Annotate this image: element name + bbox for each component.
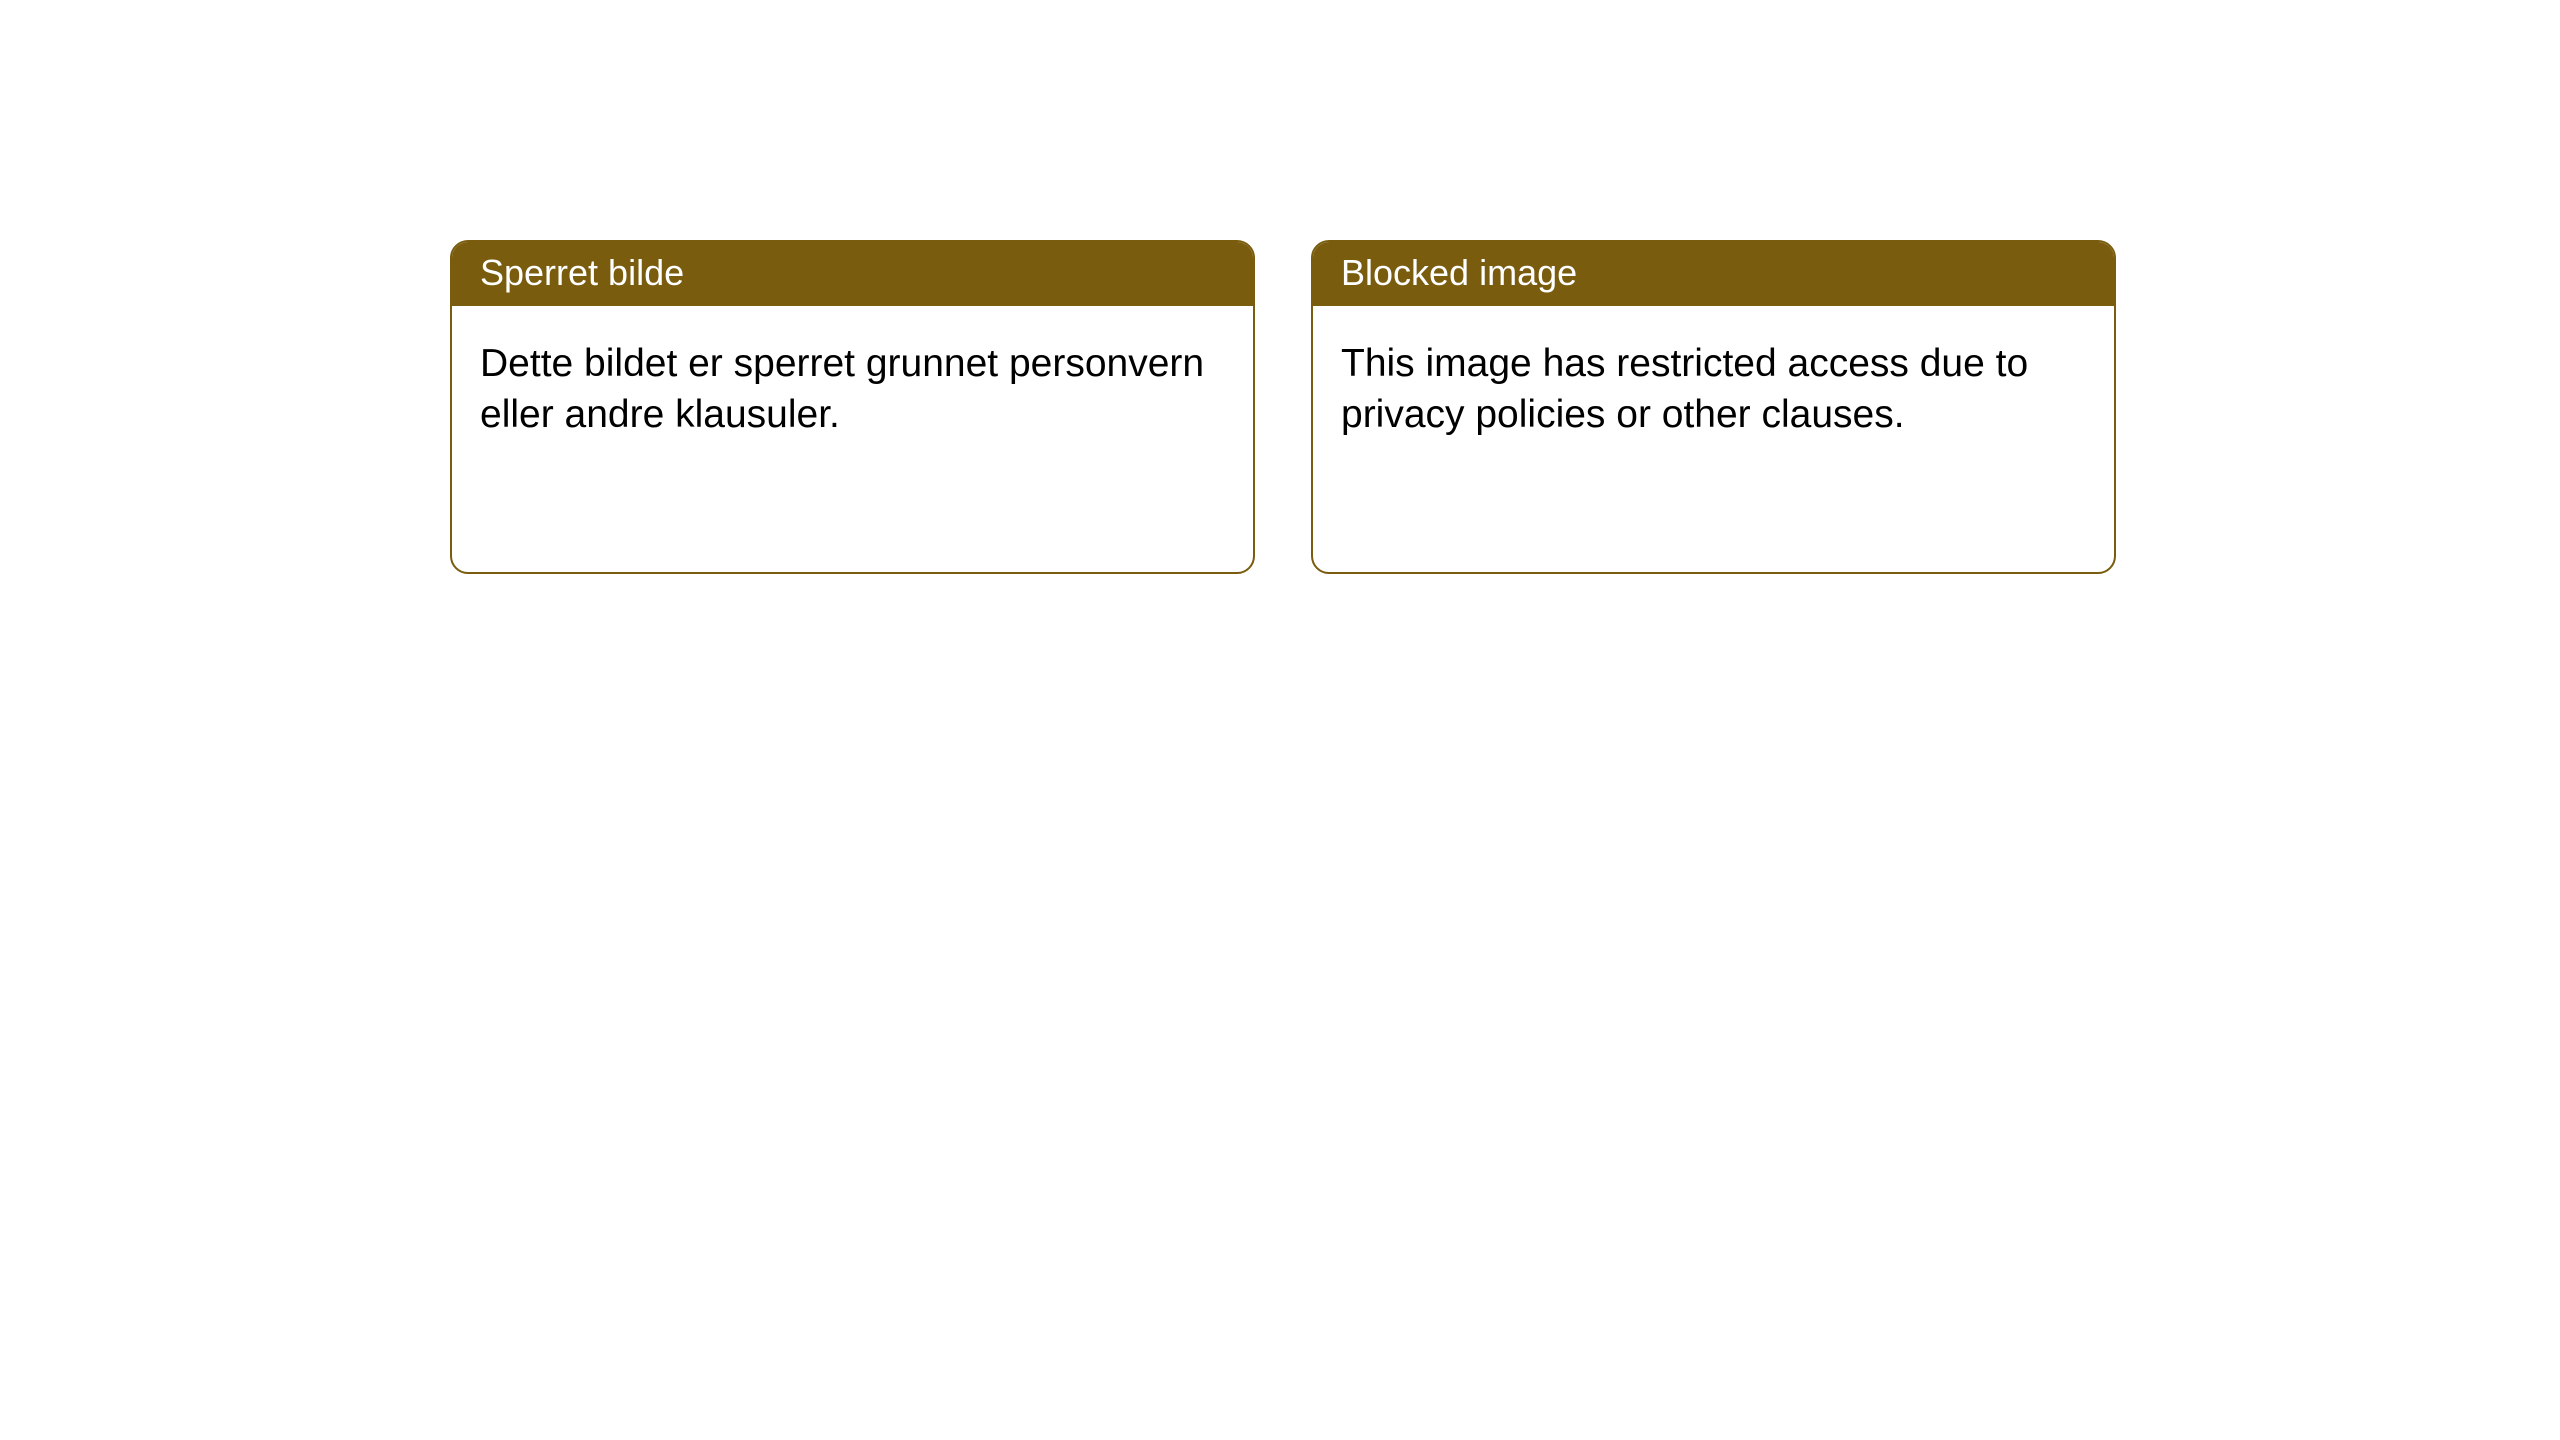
notice-container: Sperret bilde Dette bildet er sperret gr…: [0, 0, 2560, 574]
card-body: This image has restricted access due to …: [1313, 306, 2114, 473]
card-header-text: Blocked image: [1341, 252, 1577, 293]
card-body-text: Dette bildet er sperret grunnet personve…: [480, 342, 1204, 436]
notice-card-english: Blocked image This image has restricted …: [1311, 240, 2116, 574]
card-body-text: This image has restricted access due to …: [1341, 342, 2028, 436]
notice-card-norwegian: Sperret bilde Dette bildet er sperret gr…: [450, 240, 1255, 574]
card-header-text: Sperret bilde: [480, 252, 684, 293]
card-header: Blocked image: [1313, 242, 2114, 306]
card-header: Sperret bilde: [452, 242, 1253, 306]
card-body: Dette bildet er sperret grunnet personve…: [452, 306, 1253, 473]
